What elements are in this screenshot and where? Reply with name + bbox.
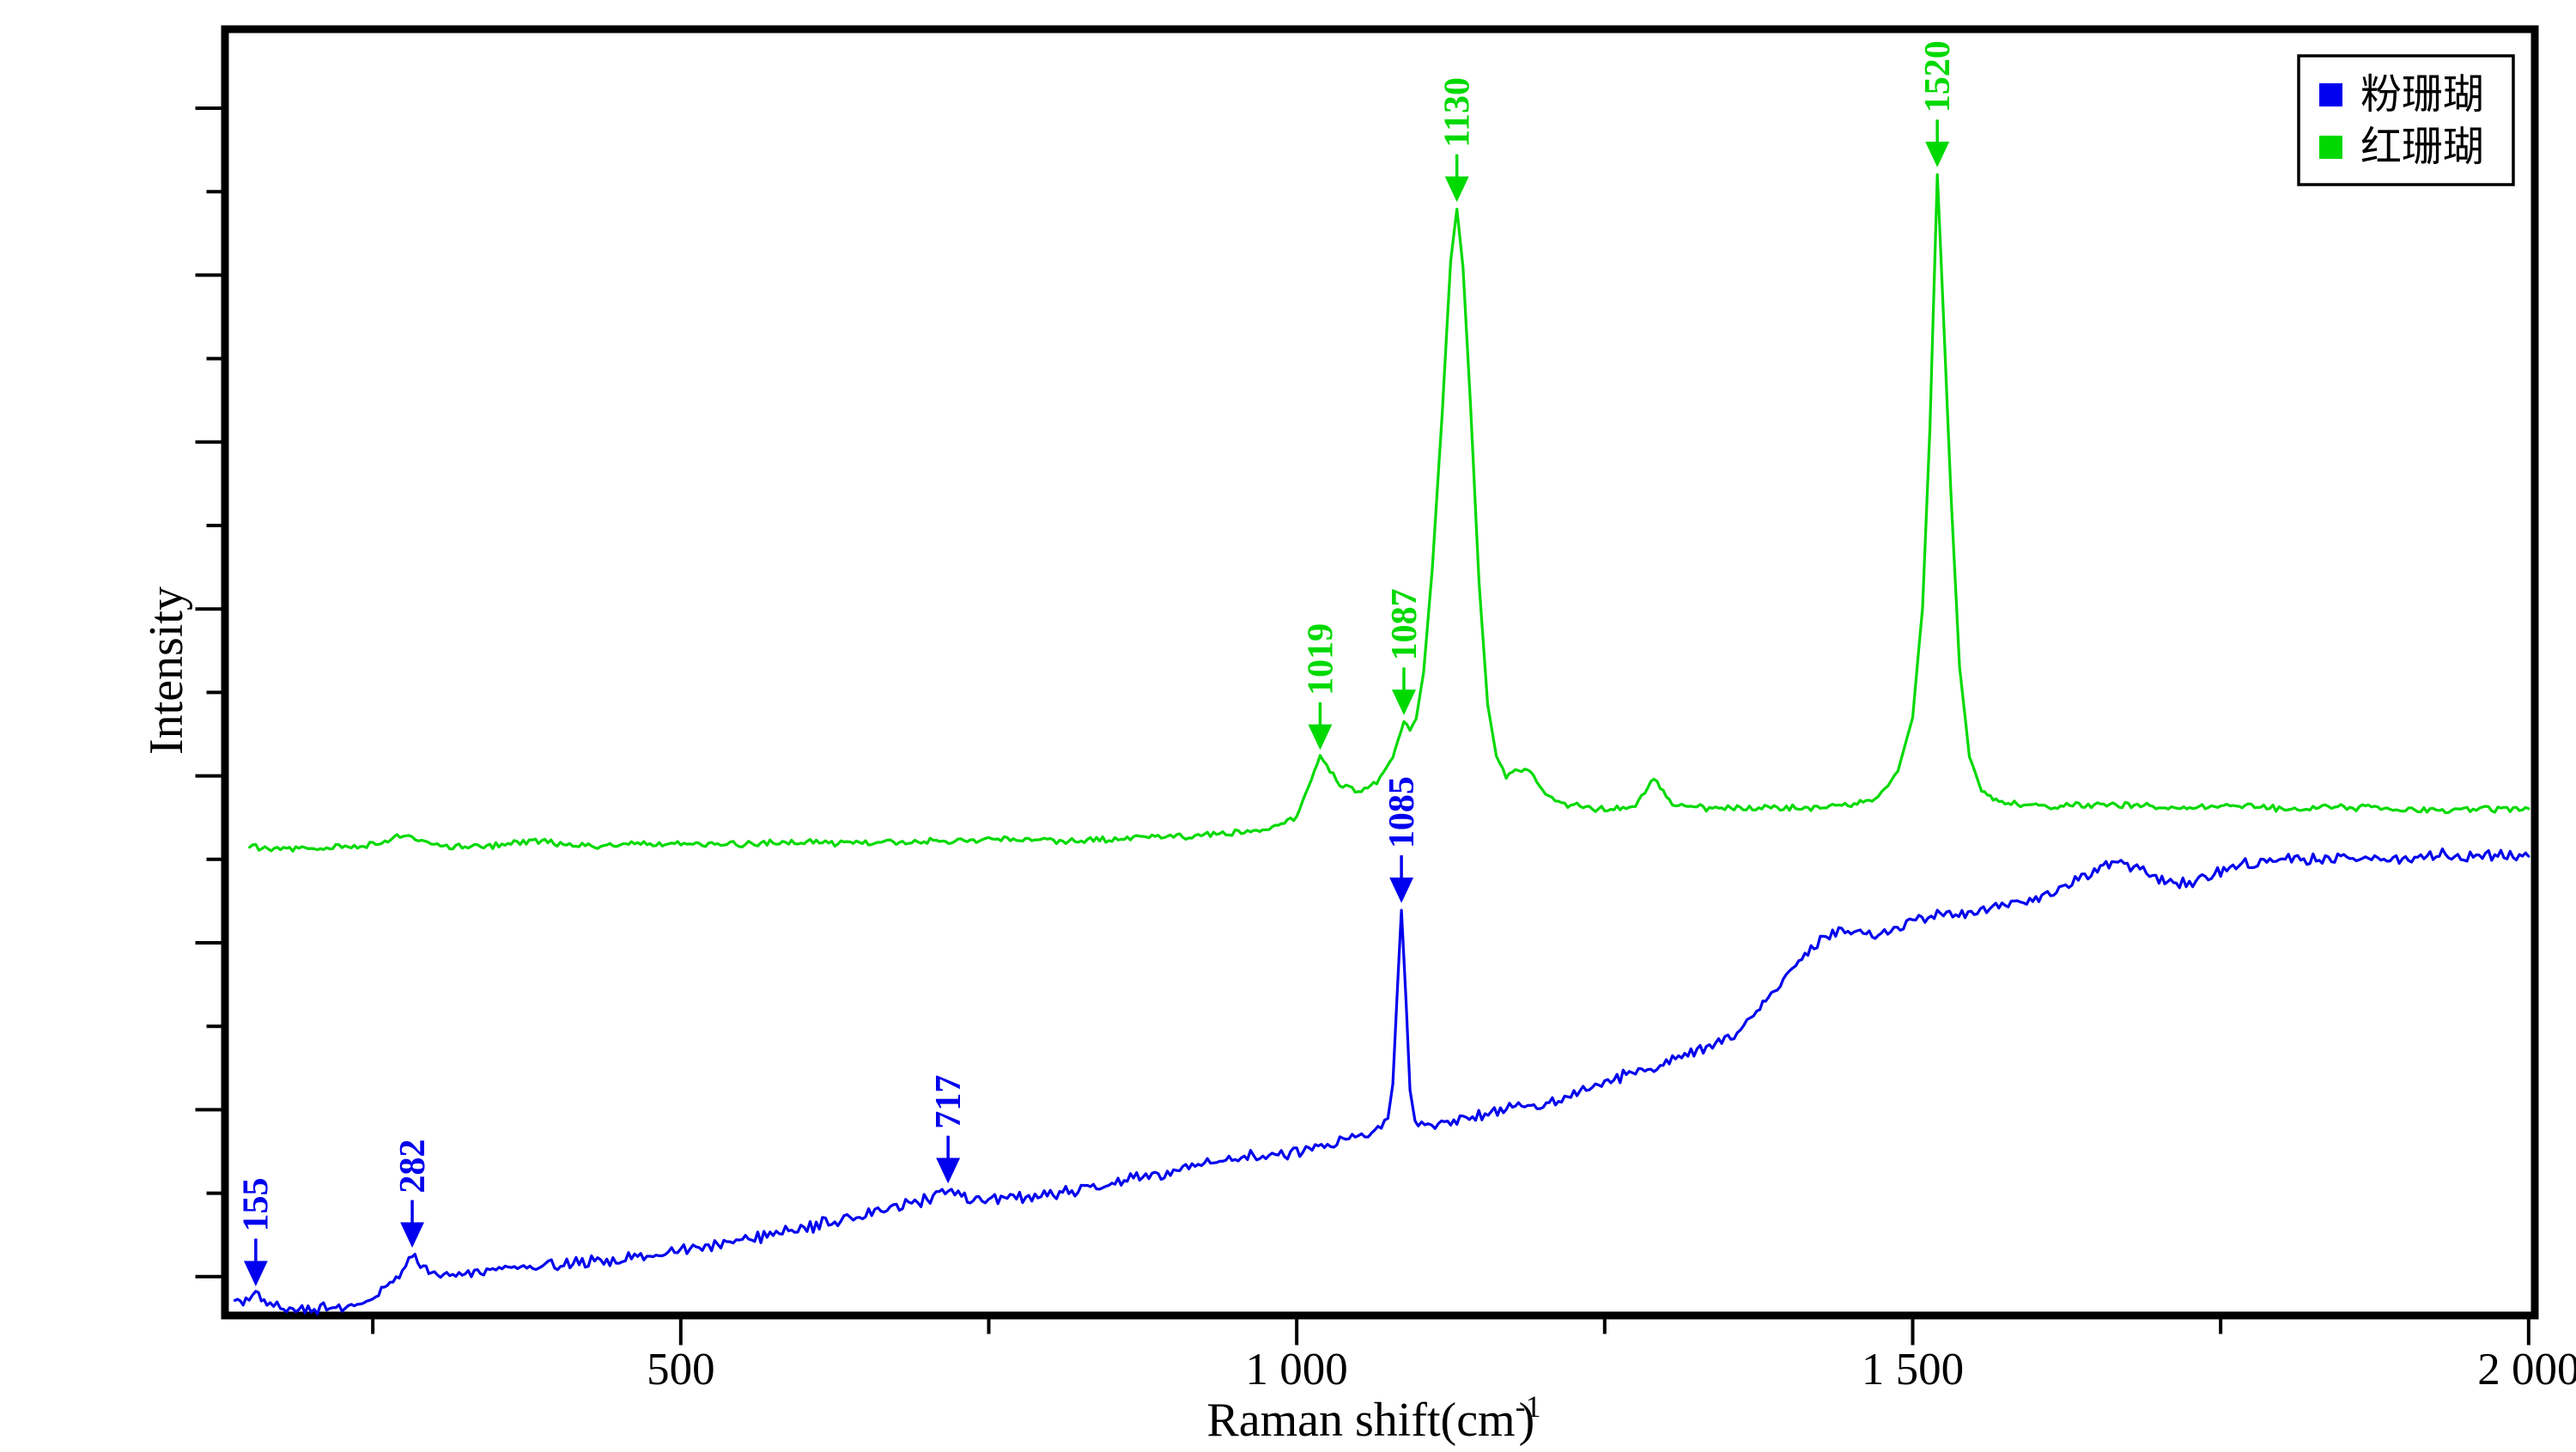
peak-annotations: 155 282 717 1085 1019 1087 1130 1520 — [237, 40, 1958, 1287]
y-axis-title: Intensity — [140, 586, 193, 755]
legend: 粉珊瑚 红珊瑚 — [2297, 54, 2515, 186]
y-axis-ticks — [195, 106, 222, 1279]
legend-swatch-red-coral — [2319, 136, 2342, 159]
x-axis-title-superscript: -1 — [1516, 1389, 1541, 1424]
x-tick-label-1000: 1 000 — [1246, 1345, 1348, 1394]
series-curve-pink-coral — [233, 848, 2530, 1315]
peak-label-1087: 1087 — [1385, 588, 1425, 660]
x-tick-label-500: 500 — [647, 1345, 715, 1394]
plot-border — [221, 25, 2539, 1320]
x-axis-title-close: ) — [1519, 1394, 1535, 1447]
peak-label-282: 282 — [393, 1139, 433, 1194]
series-curve-red-coral — [248, 173, 2530, 853]
peak-label-717: 717 — [929, 1075, 969, 1129]
peak-label-1520: 1520 — [1918, 40, 1958, 112]
peak-label-1085: 1085 — [1382, 776, 1422, 848]
legend-swatch-pink-coral — [2319, 83, 2342, 106]
peak-label-1019: 1019 — [1301, 623, 1340, 696]
x-axis-title: Raman shift(cm-1) — [1206, 1389, 1540, 1447]
legend-box — [2297, 54, 2515, 186]
peak-label-1130: 1130 — [1438, 77, 1478, 148]
x-axis-title-main: Raman shift(cm — [1206, 1394, 1515, 1447]
legend-label-red-coral: 红珊瑚 — [2360, 125, 2484, 170]
peak-label-155: 155 — [237, 1178, 276, 1232]
legend-label-pink-coral: 粉珊瑚 — [2360, 72, 2484, 118]
x-axis-ticks — [371, 1319, 2530, 1346]
x-tick-label-2000: 2 000 — [2477, 1345, 2576, 1394]
x-tick-label-1500: 1 500 — [1862, 1345, 1964, 1394]
spectra-curves — [233, 173, 2530, 1315]
x-axis-tick-labels: 500 1 000 1 500 2 000 — [647, 1345, 2576, 1394]
